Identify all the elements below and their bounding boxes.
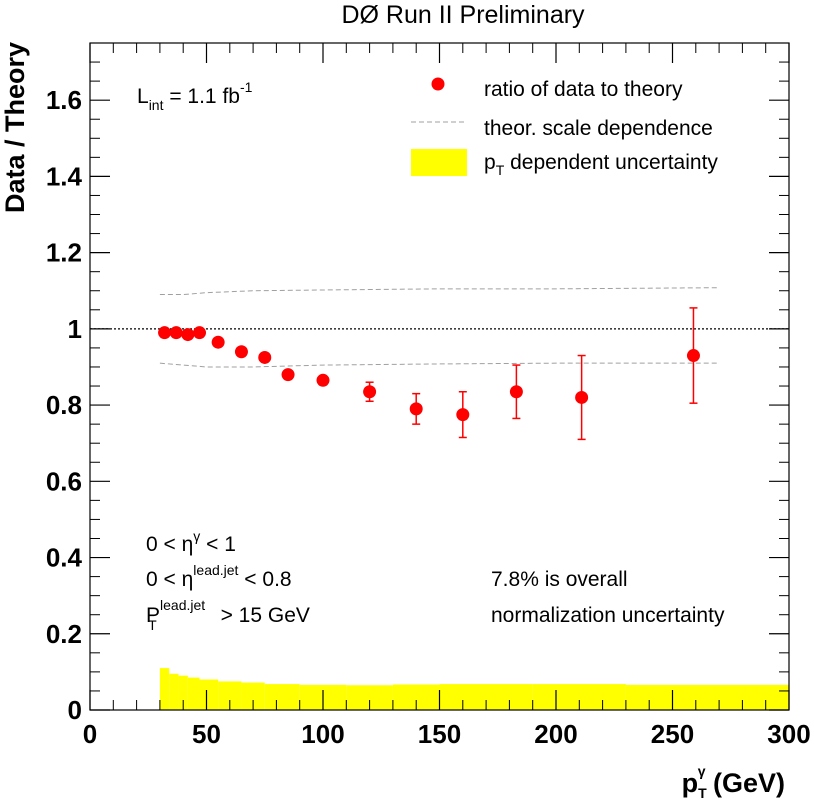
band-bin-0: [159, 668, 170, 710]
normalization-note-line1: 7.8% is overall: [491, 568, 628, 591]
y-tick-label-3: 0.6: [46, 466, 82, 496]
y-tick-label-8: 1.6: [46, 85, 82, 115]
y-axis-title: Data / Theory: [0, 42, 30, 213]
lumi-tail: = 1.1 fb: [163, 85, 239, 108]
y-tick-label-6: 1.2: [46, 238, 82, 268]
normalization-note-line2: normalization uncertainty: [491, 604, 725, 627]
lumi-sub: int: [149, 97, 164, 113]
lumi-sup: -1: [240, 79, 253, 95]
x-axis-title-sub: T: [698, 785, 707, 801]
cut3-pre: P: [146, 604, 160, 627]
data-points: [158, 307, 700, 441]
data-point-11: [456, 408, 470, 422]
cut-jet-eta: 0 < ηlead.jet < 0.8: [146, 562, 292, 591]
x-tick-label-2: 100: [301, 719, 344, 749]
cut-jet-pt: Plead.jet T > 15 GeV: [146, 597, 310, 633]
cut-photon-eta: 0 < ηγ < 1: [146, 528, 236, 556]
data-point-10: [409, 402, 423, 416]
cut2-post: < 0.8: [238, 568, 291, 591]
x-tick-label-5: 250: [651, 719, 694, 749]
data-point-7: [281, 368, 295, 382]
legend-label-band-main: p: [484, 151, 496, 174]
y-tick-label-0: 0: [68, 695, 82, 725]
band-bin-5: [218, 681, 242, 710]
cut1-post: < 1: [200, 533, 236, 556]
band-bin-13: [625, 684, 789, 710]
x-tick-label-3: 150: [418, 719, 461, 749]
data-point-14: [686, 349, 700, 363]
axes: 0 50 100 150 200 250 300 0 0.2 0.4 0.6 0.8 1 1.2 1.4 1.…: [46, 42, 811, 749]
x-tick-label-4: 200: [534, 719, 577, 749]
data-point-5: [234, 345, 248, 359]
data-point-4: [211, 335, 225, 349]
scale-dependence-lines: [159, 287, 720, 368]
data-point-1: [169, 326, 183, 340]
legend-label-band-tail: dependent uncertainty: [504, 151, 718, 174]
legend-marker-points: [431, 77, 445, 91]
band-bin-2: [178, 675, 188, 710]
y-tick-label-5: 1: [68, 314, 82, 344]
legend: ratio of data to theory theor. scale dep…: [411, 77, 718, 178]
y-tick-label-4: 0.8: [46, 390, 82, 420]
legend-label-points: ratio of data to theory: [484, 78, 683, 101]
x-axis-title-tail: (GeV): [705, 768, 785, 798]
cut1-sup: γ: [193, 528, 200, 544]
legend-label-band: pT dependent uncertainty: [484, 151, 718, 178]
data-point-8: [316, 373, 330, 387]
y-tick-label-2: 0.4: [46, 543, 83, 573]
cut2-sup: lead.jet: [193, 562, 238, 578]
legend-label-dashed: theor. scale dependence: [484, 117, 713, 140]
cut1-pre: 0 < η: [146, 533, 193, 556]
band-bin-3: [187, 677, 200, 710]
x-tick-label-6: 300: [767, 719, 810, 749]
data-point-3: [193, 326, 207, 340]
x-axis-title: pTγ (GeV): [682, 763, 785, 801]
cut3-sub: T: [148, 617, 157, 633]
x-axis-title-sup: γ: [698, 763, 706, 779]
scale-dependence-lower: [159, 362, 720, 368]
x-tick-label-0: 0: [83, 719, 97, 749]
x-axis-title-main: p: [682, 768, 699, 798]
y-tick-label-1: 0.2: [46, 619, 82, 649]
cut3-sup: lead.jet: [160, 597, 205, 613]
cut2-pre: 0 < η: [146, 568, 193, 591]
cut3-post: > 15 GeV: [215, 604, 310, 627]
legend-label-band-sub: T: [496, 162, 505, 178]
data-point-12: [509, 385, 523, 399]
y-tick-label-7: 1.4: [46, 161, 83, 191]
band-bin-4: [199, 679, 219, 710]
plot-frame: [89, 42, 790, 711]
lumi-main: L: [137, 85, 149, 108]
legend-marker-band: [411, 149, 467, 176]
data-point-2: [181, 328, 195, 342]
data-point-9: [363, 385, 377, 399]
band-bin-1: [169, 673, 179, 710]
band-bin-7: [264, 684, 300, 710]
band-bin-6: [241, 682, 265, 710]
chart-title: DØ Run II Preliminary: [341, 1, 585, 29]
scale-dependence-upper: [159, 287, 720, 296]
data-point-0: [158, 326, 172, 340]
data-point-6: [258, 350, 272, 364]
pt-uncertainty-band: [159, 668, 789, 710]
x-tick-label-1: 50: [192, 719, 221, 749]
luminosity-annotation: Lint = 1.1 fb-1: [137, 79, 253, 113]
data-point-13: [575, 390, 589, 404]
